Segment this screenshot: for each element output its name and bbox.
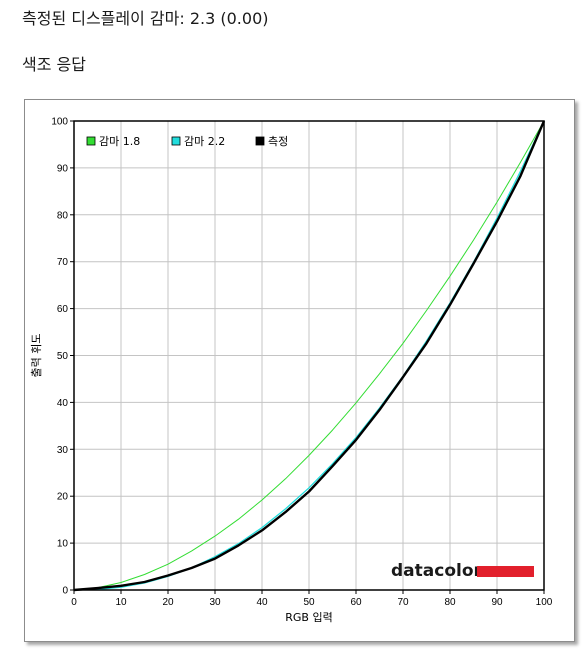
measured-gamma-heading: 측정된 디스플레이 감마: 2.3 (0.00) <box>22 9 269 28</box>
datacolor-logo-text: datacolor <box>391 561 483 581</box>
datacolor-logo: datacolor <box>391 561 534 581</box>
legend-swatch <box>171 136 181 146</box>
series-line-1 <box>73 120 545 591</box>
x-tick-label: 80 <box>444 597 456 608</box>
x-tick-label: 90 <box>491 597 503 608</box>
y-tick-label: 60 <box>57 304 69 315</box>
x-tick-label: 10 <box>115 597 127 608</box>
y-tick-label: 80 <box>57 210 69 221</box>
legend-swatch <box>255 136 265 146</box>
legend-label: 측정 <box>268 135 288 148</box>
x-tick-label: 0 <box>71 597 77 608</box>
tone-response-chart: 0 10 20 30 40 50 60 70 80 90 100 0 10 20 30 40 50 60 70 80 9… <box>30 117 553 625</box>
y-tick-label: 10 <box>57 539 69 550</box>
series-lines <box>73 120 546 592</box>
tone-response-chart-panel: 0 10 20 30 40 50 60 70 80 90 100 0 10 20 30 40 50 60 70 80 9… <box>24 99 575 642</box>
x-tick-label: 30 <box>209 597 221 608</box>
y-tick-label: 20 <box>57 492 69 503</box>
y-axis-title: 출력 휘도 <box>30 334 43 378</box>
legend-swatch <box>86 136 96 146</box>
series-line-3 <box>73 120 546 592</box>
tone-response-title: 색조 응답 <box>22 55 86 74</box>
y-tick-label: 90 <box>57 163 69 174</box>
x-tick-label: 70 <box>397 597 409 608</box>
grid-lines <box>73 120 545 591</box>
legend-label: 감마 2.2 <box>184 135 225 148</box>
x-tick-label: 20 <box>162 597 174 608</box>
x-tick-label: 50 <box>303 597 315 608</box>
legend: 감마 1.8 감마 2.2 측정 <box>86 135 288 148</box>
x-axis-title: RGB 입력 <box>285 611 332 624</box>
y-tick-label: 50 <box>57 351 69 362</box>
y-tick-label: 70 <box>57 257 69 268</box>
x-tick-label: 60 <box>350 597 362 608</box>
datacolor-logo-bar <box>477 566 534 577</box>
x-tick-label: 100 <box>536 597 553 608</box>
y-tick-label: 100 <box>51 117 68 128</box>
y-tick-label: 30 <box>57 445 69 456</box>
y-tick-label: 40 <box>57 398 69 409</box>
y-tick-label: 0 <box>62 586 68 597</box>
legend-label: 감마 1.8 <box>99 135 140 148</box>
x-tick-label: 40 <box>256 597 268 608</box>
axis-ticks: 0 10 20 30 40 50 60 70 80 90 100 0 10 20 30 40 50 60 70 80 9… <box>51 117 552 609</box>
